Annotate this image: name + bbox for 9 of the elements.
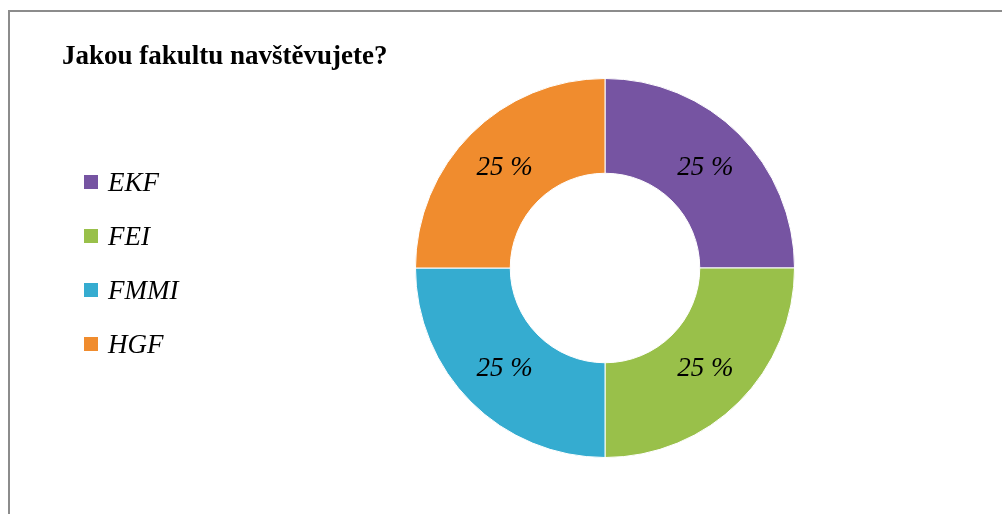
data-label: 25 %: [476, 351, 533, 382]
data-label: 25 %: [476, 150, 533, 181]
legend-label: HGF: [108, 328, 164, 360]
legend-label: FMMI: [108, 274, 179, 306]
chart-title: Jakou fakultu navštěvujete?: [62, 40, 388, 71]
data-label: 25 %: [677, 150, 734, 181]
data-label: 25 %: [677, 351, 734, 382]
legend-label: FEI: [108, 220, 150, 252]
legend-label: EKF: [108, 166, 159, 198]
